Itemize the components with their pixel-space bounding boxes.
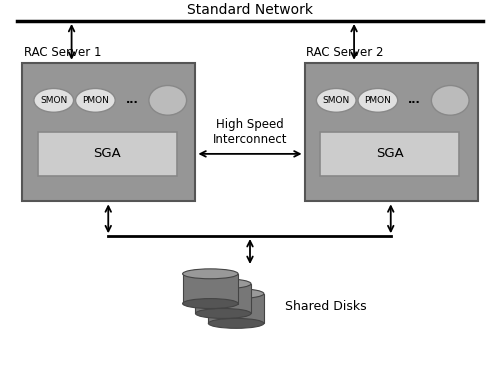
Text: SMON: SMON	[40, 96, 68, 105]
Text: ...: ...	[408, 95, 421, 105]
Ellipse shape	[208, 289, 264, 299]
FancyBboxPatch shape	[38, 132, 176, 176]
Text: ...: ...	[126, 95, 138, 105]
Ellipse shape	[196, 279, 251, 289]
Text: RAC Server 1: RAC Server 1	[24, 46, 102, 59]
FancyBboxPatch shape	[304, 63, 478, 201]
Polygon shape	[208, 293, 264, 323]
FancyBboxPatch shape	[320, 132, 459, 176]
Text: SMON: SMON	[322, 96, 350, 105]
Ellipse shape	[34, 88, 74, 112]
Text: PMON: PMON	[82, 96, 109, 105]
Ellipse shape	[316, 88, 356, 112]
Ellipse shape	[432, 85, 469, 115]
Ellipse shape	[358, 88, 398, 112]
Ellipse shape	[182, 269, 238, 279]
Text: High Speed
Interconnect: High Speed Interconnect	[213, 118, 287, 146]
Text: Standard Network: Standard Network	[187, 3, 313, 17]
Ellipse shape	[196, 308, 251, 318]
Text: SGA: SGA	[376, 147, 404, 160]
Text: SGA: SGA	[94, 147, 121, 160]
Ellipse shape	[76, 88, 115, 112]
FancyBboxPatch shape	[22, 63, 196, 201]
Ellipse shape	[208, 318, 264, 328]
Ellipse shape	[149, 85, 186, 115]
Ellipse shape	[182, 299, 238, 308]
Polygon shape	[196, 284, 251, 314]
Polygon shape	[182, 274, 238, 304]
Text: PMON: PMON	[364, 96, 392, 105]
Text: RAC Server 2: RAC Server 2	[306, 46, 384, 59]
Text: Shared Disks: Shared Disks	[284, 300, 366, 313]
